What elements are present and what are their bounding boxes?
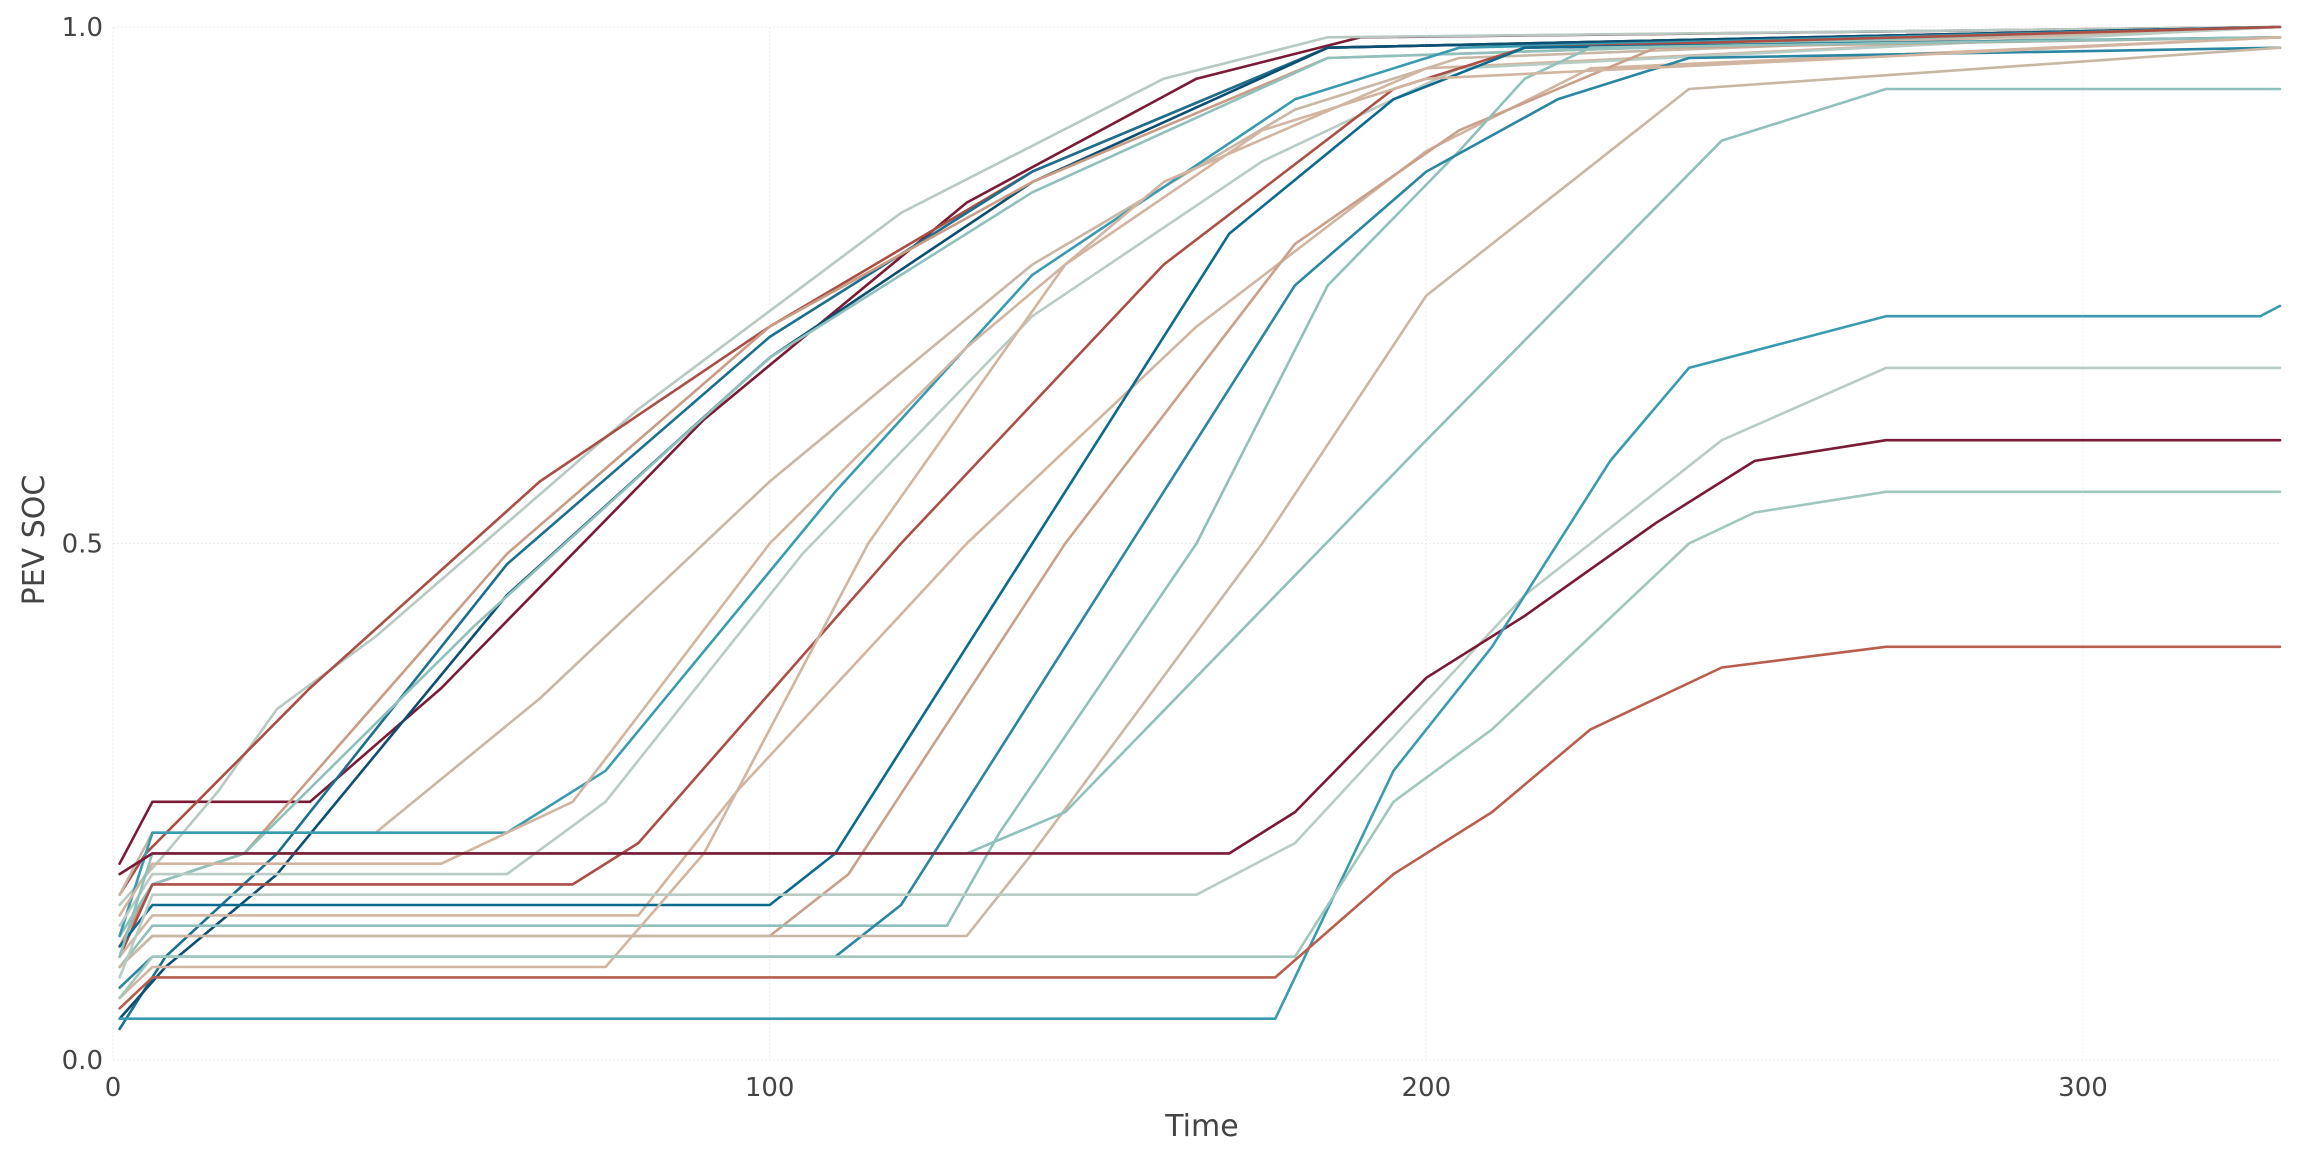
y-axis-label: PEV SOC [17,475,52,606]
series-line-13 [118,35,2282,959]
x-axis-label: Time [1164,1109,1238,1144]
series-line-15 [118,35,2282,969]
series-line-3 [118,25,2282,897]
series-line-20 [118,35,2282,1000]
series-lines [118,25,2282,1031]
grid [112,26,2280,1061]
series-line-1 [118,25,2282,866]
series-line-4 [118,25,2282,1031]
series-line-19 [118,87,2282,959]
series-line-16 [118,35,2282,969]
series-line-8 [118,25,2282,897]
series-line-12 [118,25,2282,959]
y-tick-label: 0.0 [62,1046,103,1076]
x-tick-label: 100 [745,1073,795,1103]
y-tick-label: 0.5 [62,530,103,560]
series-line-22 [118,438,2282,876]
series-line-2 [118,25,2282,907]
y-axis-ticks: 0.0 0.5 1.0 [62,13,103,1076]
x-tick-label: 300 [2058,1073,2108,1103]
x-axis-ticks: 0 100 200 300 [105,1073,2108,1103]
series-line-25 [118,645,2282,1010]
series-line-7 [118,25,2282,938]
series-line-18 [118,46,2282,969]
series-line-17 [118,46,2282,990]
series-line-14 [118,35,2282,948]
y-tick-label: 1.0 [62,13,103,43]
x-tick-label: 200 [1402,1073,1452,1103]
series-line-10 [118,25,2282,917]
series-line-9 [118,25,2282,938]
x-tick-label: 0 [105,1073,122,1103]
series-line-5 [118,25,2282,1021]
series-line-24 [118,490,2282,1000]
series-line-23 [118,304,2282,1021]
series-line-21 [118,366,2282,979]
